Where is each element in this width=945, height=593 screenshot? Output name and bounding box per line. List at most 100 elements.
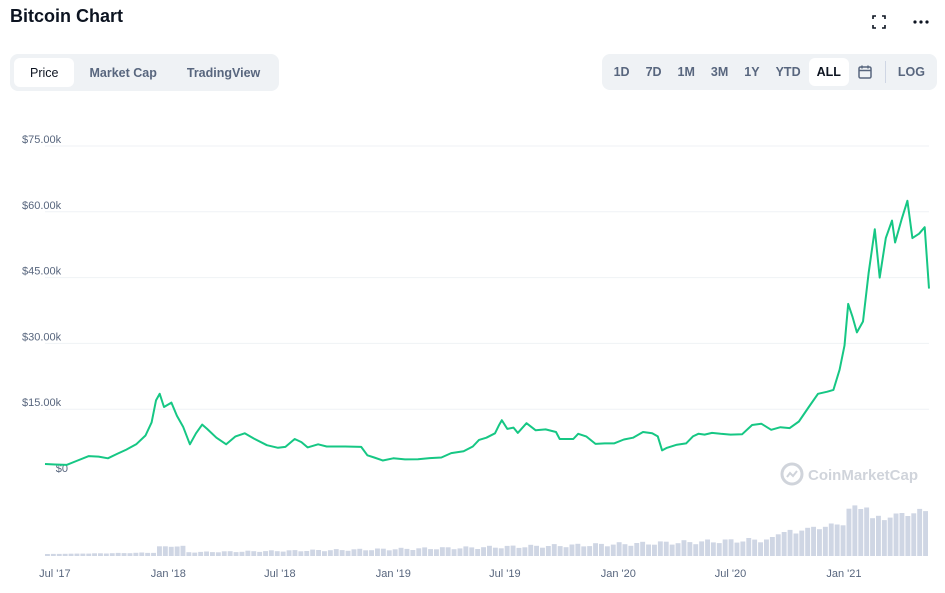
volume-bar	[852, 505, 858, 556]
volume-bar	[657, 541, 663, 556]
volume-bar	[899, 513, 905, 556]
y-tick-label: $60.00k	[22, 200, 62, 212]
volume-bar	[840, 525, 846, 556]
volume-bar	[103, 553, 109, 556]
volume-bar	[646, 544, 651, 556]
x-tick-label: Jan '19	[376, 568, 411, 580]
volume-bar	[357, 548, 363, 556]
volume-bar	[162, 546, 168, 556]
volume-bar	[581, 546, 587, 556]
volume-bar	[133, 552, 139, 556]
volume-bar	[917, 508, 923, 556]
volume-bar	[787, 529, 793, 556]
volume-bar	[775, 534, 781, 556]
volume-bar	[599, 543, 604, 556]
x-tick-label: Jul '20	[715, 568, 746, 580]
volume-bar	[380, 548, 386, 556]
volume-bar	[292, 550, 298, 556]
volume-bar	[434, 549, 439, 556]
volume-bar	[522, 547, 528, 556]
volume-bar	[351, 549, 357, 556]
volume-bar	[180, 545, 186, 556]
volume-bar	[616, 542, 622, 556]
volume-bar	[86, 553, 92, 556]
volume-bar	[687, 542, 693, 556]
volume-bar	[422, 547, 428, 556]
volume-bar	[245, 550, 251, 556]
volume-bar	[192, 552, 198, 556]
volume-bar	[716, 543, 722, 556]
tab-tradingview[interactable]: TradingView	[186, 65, 261, 80]
volume-bar	[151, 552, 156, 556]
chart-type-tabs: Price Market Cap TradingView	[10, 54, 280, 91]
volume-bar	[74, 553, 80, 556]
volume-bar	[722, 539, 728, 556]
volume-bar	[492, 547, 498, 556]
volume-bar	[545, 546, 551, 556]
volume-bar	[186, 552, 192, 556]
volume-bar	[174, 546, 180, 556]
more-icon[interactable]	[911, 12, 931, 32]
volume-bar	[540, 547, 545, 556]
volume-bar	[80, 553, 86, 556]
y-tick-label: $0	[56, 463, 68, 475]
watermark-text: CoinMarketCap	[808, 467, 918, 484]
volume-bar	[210, 552, 215, 556]
volume-bar	[805, 527, 811, 556]
tab-market-cap[interactable]: Market Cap	[89, 65, 157, 80]
volume-bar	[834, 524, 840, 556]
volume-bar	[469, 547, 475, 556]
volume-bar	[828, 523, 834, 556]
volume-bar	[204, 551, 209, 556]
volume-bar	[693, 544, 699, 556]
volume-bar	[640, 541, 646, 556]
tab-price[interactable]: Price	[14, 58, 75, 87]
volume-bar	[392, 549, 398, 556]
range-1y-button[interactable]: 1Y	[744, 65, 760, 79]
calendar-icon	[858, 65, 872, 79]
volume-bar	[799, 530, 805, 556]
volume-bar	[758, 542, 763, 556]
x-tick-label: Jan '21	[826, 568, 861, 580]
volume-bar	[233, 552, 239, 556]
volume-bar	[239, 551, 245, 556]
x-tick-label: Jul '18	[264, 568, 295, 580]
calendar-button[interactable]	[849, 58, 881, 86]
watermark: CoinMarketCap	[780, 462, 918, 486]
volume-bar	[410, 550, 416, 556]
volume-bar	[728, 539, 734, 556]
volume-bar	[699, 541, 705, 556]
price-series-line	[44, 199, 930, 466]
volume-bar	[56, 553, 62, 556]
volume-bar	[587, 546, 593, 556]
volume-bar	[251, 551, 257, 556]
range-3m-button[interactable]: 3M	[710, 65, 729, 79]
range-7d-button[interactable]: 7D	[645, 65, 662, 79]
range-1m-button[interactable]: 1M	[677, 65, 695, 79]
volume-bar	[310, 549, 316, 556]
x-tick-label: Jul '19	[489, 568, 520, 580]
volume-bar	[50, 553, 56, 556]
volume-bar	[734, 542, 740, 556]
log-scale-button[interactable]: LOG	[897, 65, 925, 79]
volume-bar	[115, 552, 121, 556]
volume-bar	[870, 518, 875, 556]
volume-bar	[363, 550, 369, 556]
volume-bar	[445, 547, 451, 556]
volume-bar	[575, 543, 581, 556]
range-ytd-button[interactable]: YTD	[775, 65, 801, 79]
expand-icon[interactable]	[869, 12, 889, 32]
volume-bar	[769, 537, 775, 556]
volume-bar	[528, 544, 534, 556]
volume-bar	[911, 513, 917, 556]
volume-bar	[168, 546, 174, 556]
volume-bar	[764, 539, 769, 556]
volume-bar	[569, 544, 575, 556]
volume-bar	[663, 541, 669, 556]
range-1d-button[interactable]: 1D	[613, 65, 630, 79]
volume-bar	[369, 550, 374, 556]
x-tick-label: Jul '17	[39, 568, 70, 580]
volume-bar	[817, 529, 822, 556]
range-all-button[interactable]: ALL	[808, 58, 849, 86]
volume-bar	[864, 507, 870, 556]
